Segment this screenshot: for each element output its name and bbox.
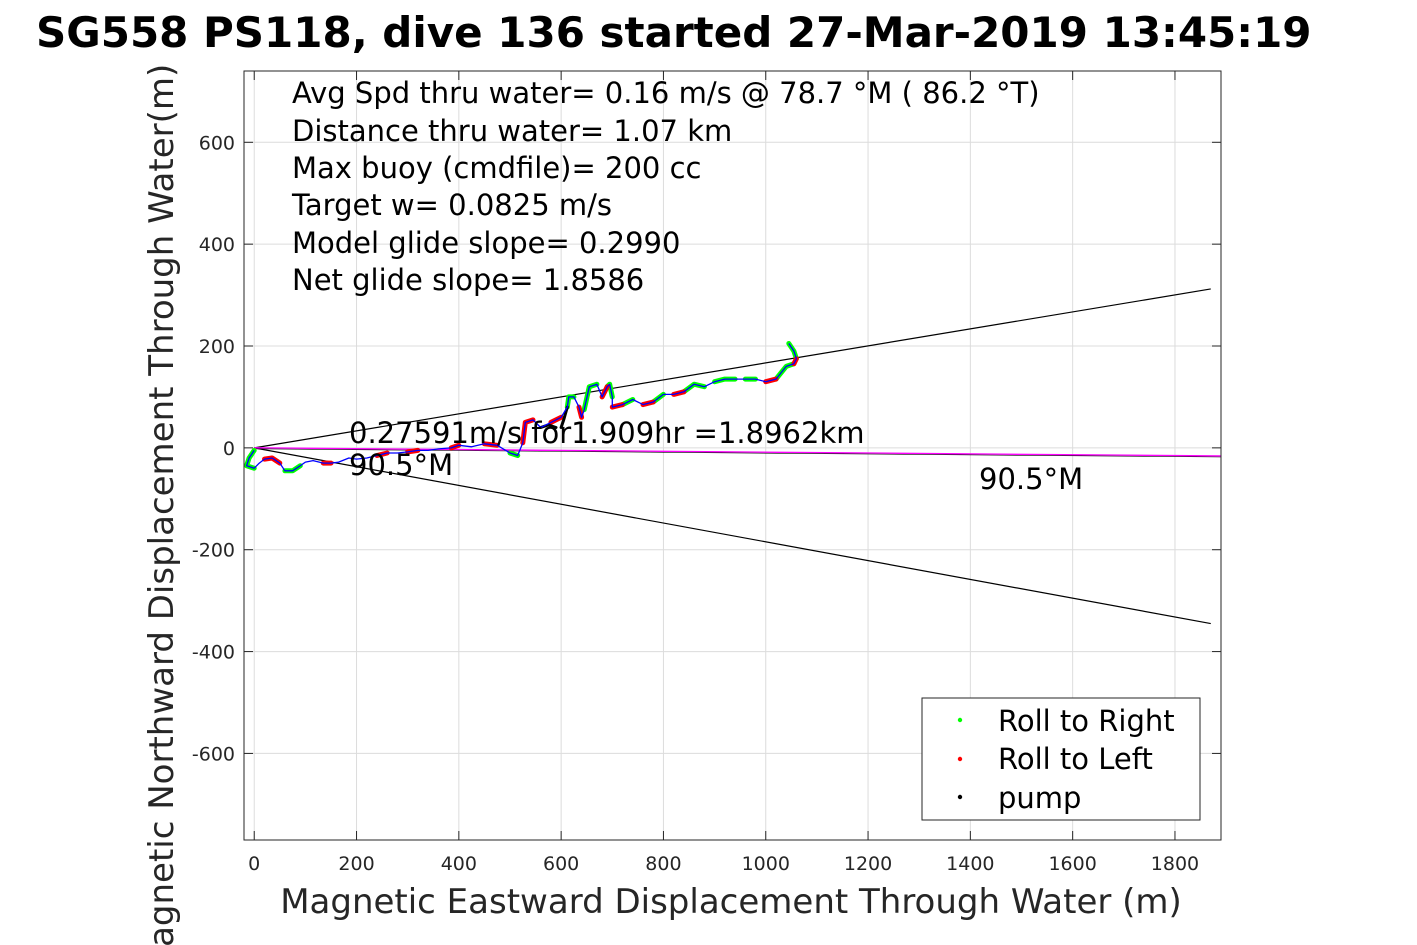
x-axis-label: Magnetic Eastward Displacement Through W… — [280, 882, 1182, 922]
stats-line-4: Target w= 0.0825 m/s — [291, 188, 612, 222]
end-heading-label: 90.5°M — [979, 462, 1083, 496]
legend-box — [921, 697, 1201, 821]
axis-ticks: 0 200 400 600 800 1000 1200 1400 1600 1800 -600 -40… — [192, 71, 1221, 875]
legend-label-pump: pump — [998, 781, 1081, 815]
x-tick-label: 200 — [338, 853, 374, 875]
legend: Roll to Right Roll to Left pump — [921, 697, 1201, 821]
legend-marker-pump — [957, 794, 963, 800]
x-tick-label: 600 — [543, 853, 579, 875]
chart-title: SG558 PS118, dive 136 started 27-Mar-201… — [36, 8, 1312, 57]
y-tick-label: 0 — [223, 438, 235, 460]
legend-marker-roll-left — [957, 756, 963, 762]
legend-marker-roll-right — [957, 717, 963, 723]
legend-label-roll-right: Roll to Right — [998, 704, 1175, 738]
y-tick-label: 600 — [199, 132, 235, 154]
x-tick-label: 800 — [645, 853, 681, 875]
legend-label-roll-left: Roll to Left — [998, 742, 1153, 776]
y-tick-label: -200 — [192, 540, 235, 562]
x-tick-label: 1600 — [1048, 853, 1096, 875]
stats-line-6: Net glide slope= 1.8586 — [292, 263, 644, 297]
y-tick-label: 400 — [199, 234, 235, 256]
cone-line-2 — [254, 447, 1211, 625]
current-label: 0.27591m/s for1.909hr =1.8962km — [349, 416, 865, 450]
y-tick-label: -400 — [192, 642, 235, 664]
stats-line-2: Distance thru water= 1.07 km — [292, 114, 732, 148]
track-line — [245, 343, 798, 472]
plot-frame — [243, 70, 1222, 841]
x-tick-label: 400 — [441, 853, 477, 875]
x-tick-label: 0 — [248, 853, 260, 875]
y-tick-label: -600 — [192, 743, 235, 765]
y-tick-label: 200 — [199, 336, 235, 358]
x-tick-label: 1000 — [742, 853, 790, 875]
stats-line-5: Model glide slope= 0.2990 — [292, 226, 680, 260]
dive-track — [244, 341, 799, 474]
cone-line-1 — [254, 288, 1211, 449]
y-axis-label: Magnetic Northward Displacement Through … — [142, 64, 182, 945]
stats-line-1: Avg Spd thru water= 0.16 m/s @ 78.7 °M (… — [292, 76, 1040, 110]
x-tick-label: 1800 — [1151, 853, 1199, 875]
pump-segment — [559, 405, 569, 429]
x-tick-label: 1200 — [844, 853, 892, 875]
x-tick-label: 1400 — [946, 853, 994, 875]
current-heading-label: 90.5°M — [349, 448, 453, 482]
stats-line-3: Max buoy (cmdfile)= 200 cc — [292, 151, 701, 185]
